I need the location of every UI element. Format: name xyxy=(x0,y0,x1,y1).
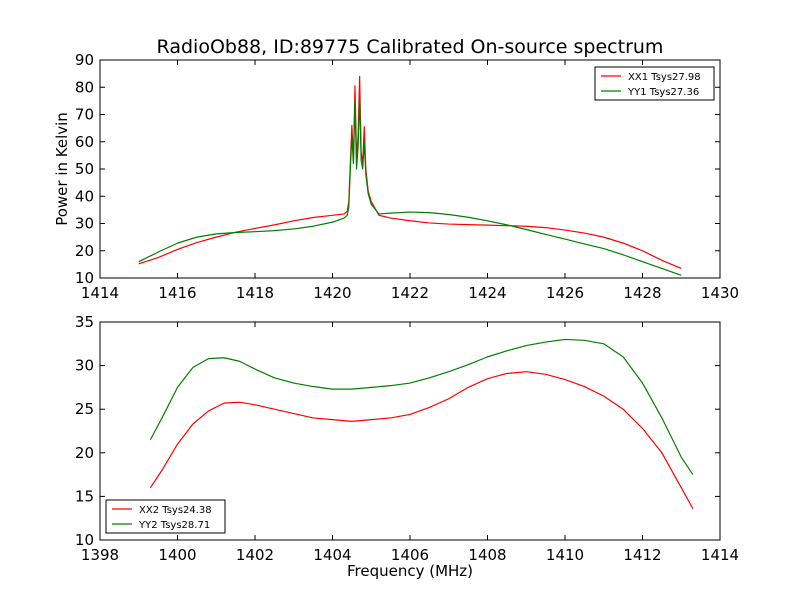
x-tick-label: 1404 xyxy=(313,546,351,564)
x-tick-label: 1400 xyxy=(158,546,196,564)
y-tick-label: 20 xyxy=(75,444,94,462)
legend-box xyxy=(594,66,715,101)
x-tick-label: 1430 xyxy=(701,284,739,302)
x-tick-label: 1414 xyxy=(81,284,119,302)
y-tick-label: 90 xyxy=(75,51,94,69)
y-tick-label: 80 xyxy=(75,78,94,96)
chart-title: RadioOb88, ID:89775 Calibrated On-source… xyxy=(157,36,664,58)
x-tick-label: 1412 xyxy=(623,546,661,564)
series-group xyxy=(149,338,694,509)
x-tick-label: 1418 xyxy=(236,284,274,302)
y-tick-label: 15 xyxy=(75,487,94,505)
y-tick-label: 70 xyxy=(75,106,94,124)
series-line-2 xyxy=(149,338,694,475)
series-line-1 xyxy=(138,75,682,270)
y-tick-label: 25 xyxy=(75,400,94,418)
x-tick-label: 1416 xyxy=(158,284,196,302)
x-tick-label: 1414 xyxy=(701,546,739,564)
x-tick-label: 1402 xyxy=(236,546,274,564)
legend-box xyxy=(105,499,226,534)
y-tick-label: 30 xyxy=(75,215,94,233)
bottom-panel: 1398 1400 1402 1404 1406 1408 1410 1412 1414 10 15… xyxy=(75,313,739,564)
top-panel: 1414 1416 1418 1420 1422 1424 1426 1428 1430 10 20… xyxy=(75,51,739,302)
x-tick-label: 1422 xyxy=(391,284,429,302)
series-group xyxy=(138,75,682,276)
y-tick-label: 10 xyxy=(75,269,94,287)
legend-label: YY2 Tsys28.71 xyxy=(138,520,210,531)
x-axis-label: Frequency (MHz) xyxy=(347,562,473,580)
x-tick-label: 1424 xyxy=(468,284,506,302)
legend-label: YY1 Tsys27.36 xyxy=(627,87,699,98)
x-tick-label: 1426 xyxy=(546,284,584,302)
y-tick-label: 60 xyxy=(75,133,94,151)
y-tick-label: 35 xyxy=(75,313,94,331)
x-tick-label: 1406 xyxy=(391,546,429,564)
y-tick-label: 40 xyxy=(75,187,94,205)
y-tick-label: 30 xyxy=(75,357,94,375)
x-tick-label: 1408 xyxy=(468,546,506,564)
y-tick-label: 20 xyxy=(75,242,94,260)
x-tick-label: 1428 xyxy=(623,284,661,302)
x-tick-label: 1398 xyxy=(81,546,119,564)
y-tick-label: 10 xyxy=(75,531,94,549)
series-line-1 xyxy=(149,371,694,509)
y-axis-label: Power in Kelvin xyxy=(53,112,71,226)
x-tick-label: 1420 xyxy=(313,284,351,302)
legend: XX2 Tsys24.38 YY2 Tsys28.71 xyxy=(105,499,226,534)
y-tick-label: 50 xyxy=(75,160,94,178)
legend: XX1 Tsys27.98 YY1 Tsys27.36 xyxy=(594,66,715,101)
series-line-2 xyxy=(138,97,682,276)
legend-label: XX2 Tsys24.38 xyxy=(139,505,212,516)
x-tick-label: 1410 xyxy=(546,546,584,564)
legend-label: XX1 Tsys27.98 xyxy=(628,72,701,83)
